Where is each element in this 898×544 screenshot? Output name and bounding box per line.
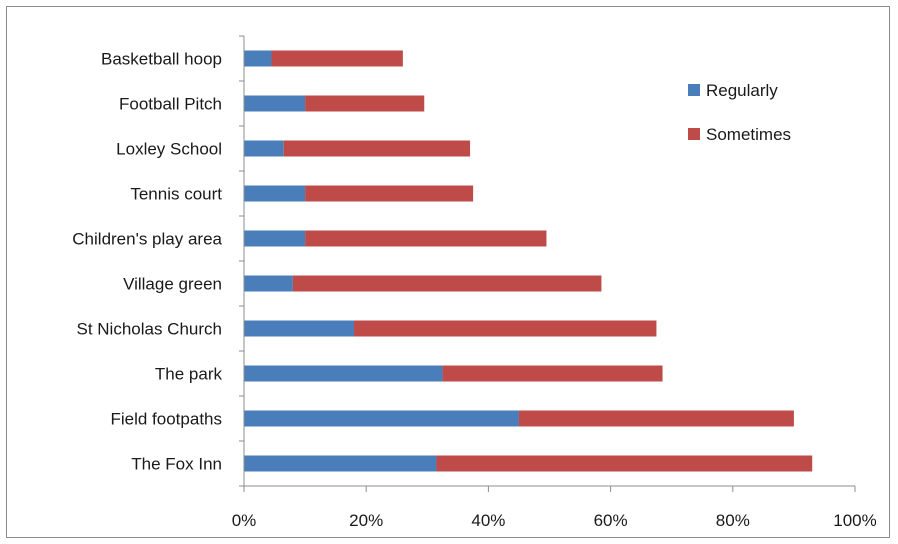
bar-sometimes-0 [271,51,402,67]
x-tick-labels: 0% 20% 40% 60% 80% 100% [232,511,877,530]
bar-regularly-5 [244,276,293,292]
category-label: The park [155,365,223,384]
category-labels: Basketball hoop Football Pitch Loxley Scho… [72,50,222,474]
bar-sometimes-6 [354,321,656,337]
bar-regularly-1 [244,96,305,112]
category-label: Village green [123,275,222,294]
bar-regularly-8 [244,411,519,427]
category-label: Tennis court [130,185,222,204]
x-tick-label: 80% [716,511,750,530]
category-label: Football Pitch [119,95,222,114]
category-label: Loxley School [116,140,222,159]
bar-sometimes-1 [305,96,424,112]
bar-sometimes-2 [284,141,470,157]
bar-regularly-4 [244,231,305,247]
category-label: The Fox Inn [131,455,222,474]
legend-swatch-regularly [688,84,700,96]
bar-regularly-9 [244,456,436,472]
legend-label-regularly: Regularly [706,81,778,100]
legend: Regularly Sometimes [688,81,791,144]
legend-label-sometimes: Sometimes [706,125,791,144]
bars-group [244,51,812,472]
bar-sometimes-3 [305,186,473,202]
x-tick-label: 0% [232,511,257,530]
x-tick-label: 60% [594,511,628,530]
legend-swatch-sometimes [688,128,700,140]
bar-sometimes-9 [436,456,812,472]
x-tick-label: 20% [349,511,383,530]
bar-sometimes-8 [519,411,794,427]
category-label: Children's play area [72,230,222,249]
bar-regularly-6 [244,321,354,337]
bar-sometimes-7 [443,366,663,382]
bar-sometimes-5 [293,276,602,292]
category-label: Basketball hoop [101,50,222,69]
bar-regularly-0 [244,51,271,67]
bar-regularly-7 [244,366,443,382]
x-tick-label: 40% [471,511,505,530]
category-label: St Nicholas Church [76,320,222,339]
x-tick-label: 100% [833,511,876,530]
bar-sometimes-4 [305,231,546,247]
category-label: Field footpaths [110,410,222,429]
bar-regularly-3 [244,186,305,202]
bar-regularly-2 [244,141,284,157]
